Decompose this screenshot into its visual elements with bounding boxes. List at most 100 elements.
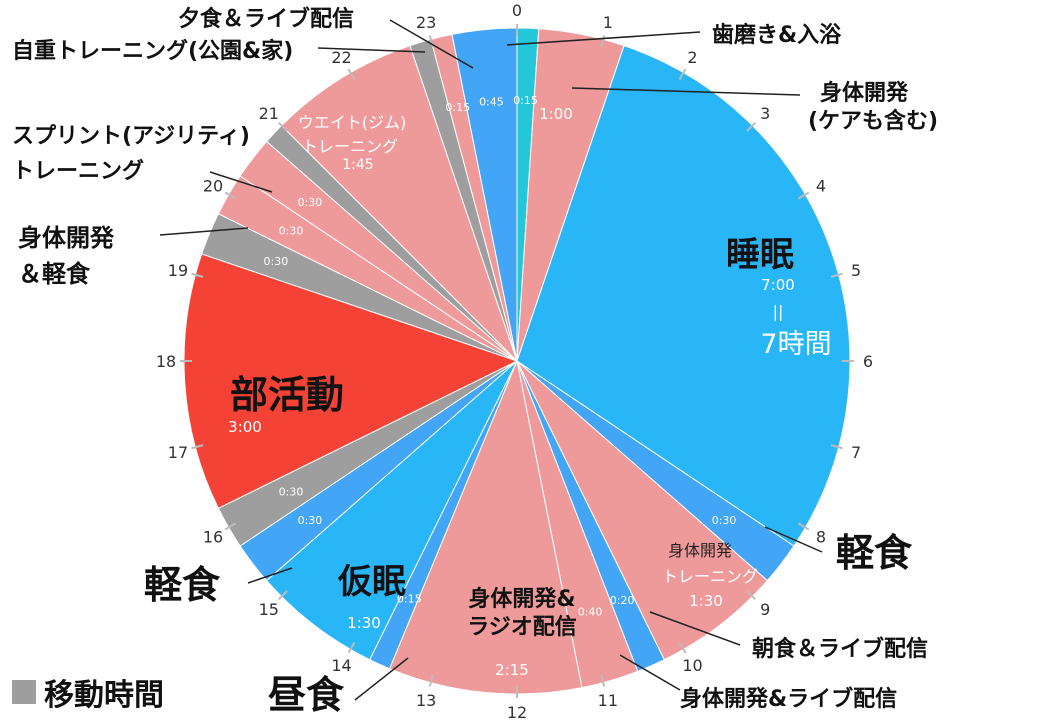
leader-breakfast <box>649 611 741 646</box>
hour-tick-mark <box>830 272 843 278</box>
hour-tick-mark <box>191 444 204 450</box>
sprint-label2: トレーニング <box>12 158 144 184</box>
hour-tick-label: 7 <box>851 443 861 462</box>
hour-tick-mark <box>746 121 757 132</box>
leader-body-care <box>571 87 801 96</box>
slice-duration-label: 0:15 <box>397 593 422 606</box>
hour-tick-mark <box>746 590 757 601</box>
hour-tick-label: 13 <box>416 691 436 710</box>
hour-tick-label: 0 <box>512 1 522 20</box>
hour-tick-label: 18 <box>156 352 176 371</box>
hour-tick-mark <box>191 272 204 278</box>
slice-duration-label: 0:20 <box>610 594 635 607</box>
weight-duration: 1:45 <box>342 157 373 173</box>
slice-duration-label: 0:15 <box>445 101 470 114</box>
body-care-label2: (ケアも含む) <box>808 108 938 134</box>
club-title: 部活動 <box>230 373 344 417</box>
body-snack-label2: ＆軽食 <box>18 260 91 288</box>
slice-duration-label: 0:30 <box>298 196 323 209</box>
body-radio-line2: ラジオ配信 <box>467 614 577 640</box>
hour-tick-label: 11 <box>598 691 618 710</box>
hour-tick-mark <box>224 191 237 200</box>
sleep-equals: || <box>773 302 784 321</box>
hour-tick-label: 3 <box>760 104 770 123</box>
hour-tick-label: 21 <box>259 104 279 123</box>
pie-slice <box>388 359 583 695</box>
slice-duration-label: 0:30 <box>264 255 289 268</box>
slice-duration-label: 0:30 <box>712 514 737 527</box>
slice-duration-label: 0:45 <box>479 95 504 108</box>
hour-tick-label: 17 <box>168 443 188 462</box>
snack-afternoon-label: 軽食 <box>144 563 221 607</box>
leader-lunch <box>354 657 409 701</box>
pie-slice <box>516 360 769 661</box>
legend: 移動時間 <box>12 670 164 714</box>
breakfast-label: 朝食＆ライブ配信 <box>752 636 928 662</box>
nap-title: 仮眠 <box>337 562 406 602</box>
slice-duration-label: 0:30 <box>279 225 304 238</box>
hour-tick-mark <box>678 641 687 654</box>
body-radio-line1: 身体開発& <box>468 586 575 612</box>
bodyweight-label: 自重トレーニング(公園&家) <box>12 38 293 64</box>
club-duration: 3:00 <box>228 418 262 436</box>
body-train-duration: 1:30 <box>689 592 723 610</box>
body-radio-duration: 2:15 <box>495 661 529 679</box>
hour-tick-mark <box>797 522 810 531</box>
leader-bodyweight <box>317 47 426 53</box>
hour-tick-label: 16 <box>203 528 223 547</box>
pie-slice <box>265 360 518 661</box>
body-snack-label1: 身体開発 <box>18 224 115 252</box>
body-care-label1: 身体開発 <box>820 80 909 106</box>
slice-duration-label: 0:15 <box>513 94 538 107</box>
leader-sprint <box>209 171 273 193</box>
hour-tick-label: 6 <box>863 352 873 371</box>
nap-duration: 1:30 <box>347 614 381 632</box>
pie-slices: 0:15 0:30 0:20 0:40 0:15 0:30 0:30 0:30 0:30 0:30… <box>183 27 851 695</box>
leader-bath <box>506 31 701 46</box>
lunch-label: 昼食 <box>268 673 345 717</box>
callout-leader-lines <box>159 19 823 701</box>
hour-tick-label: 5 <box>851 261 861 280</box>
sleep-hours: 7時間 <box>760 329 831 360</box>
hour-tick-label: 2 <box>687 48 697 67</box>
sleep-title: 睡眠 <box>726 235 794 275</box>
body-care-duration: 1:00 <box>539 105 573 123</box>
hour-tick-mark <box>600 35 606 48</box>
pie-slice <box>280 45 518 362</box>
slice-duration-label: 0:30 <box>279 486 304 499</box>
leader-snack-morning <box>764 526 823 553</box>
dinner-label: 夕食＆ライブ配信 <box>178 6 354 32</box>
hour-tick-label: 15 <box>259 600 279 619</box>
hour-tick-label: 14 <box>331 656 351 675</box>
body-train-line1: 身体開発 <box>668 541 732 560</box>
pie-slice <box>183 253 519 509</box>
hour-tick-label: 12 <box>507 703 527 720</box>
hour-tick-label: 9 <box>760 600 770 619</box>
hour-tick-label: 10 <box>682 656 702 675</box>
hour-tick-mark <box>224 522 237 531</box>
slice-duration-label: 0:30 <box>298 514 323 527</box>
sleep-duration: 7:00 <box>761 276 795 294</box>
legend-label-travel: 移動時間 <box>44 678 164 713</box>
leader-snack-afternoon <box>247 567 293 584</box>
hour-tick-label: 1 <box>603 13 613 32</box>
hour-tick-label: 8 <box>816 528 826 547</box>
leader-body-snack <box>159 227 249 236</box>
hour-tick-mark <box>830 444 843 450</box>
leader-body-live <box>619 654 681 691</box>
body-live-label: 身体開発&ライブ配信 <box>680 686 897 712</box>
sprint-label1: スプリント(アジリティ) <box>12 124 250 149</box>
bath-label: 歯磨き&入浴 <box>712 22 842 48</box>
legend-swatch-travel <box>12 680 36 704</box>
hour-tick-mark <box>347 68 356 81</box>
hour-tick-mark <box>277 590 288 601</box>
hour-tick-mark <box>678 68 687 81</box>
hour-tick-label: 20 <box>203 177 223 196</box>
weight-line2: トレーニング <box>302 137 398 156</box>
hour-tick-label: 19 <box>168 261 188 280</box>
body-train-line2: トレーニング <box>662 567 758 586</box>
hour-tick-mark <box>277 121 288 132</box>
weight-line1: ウエイト(ジム) <box>298 113 407 132</box>
